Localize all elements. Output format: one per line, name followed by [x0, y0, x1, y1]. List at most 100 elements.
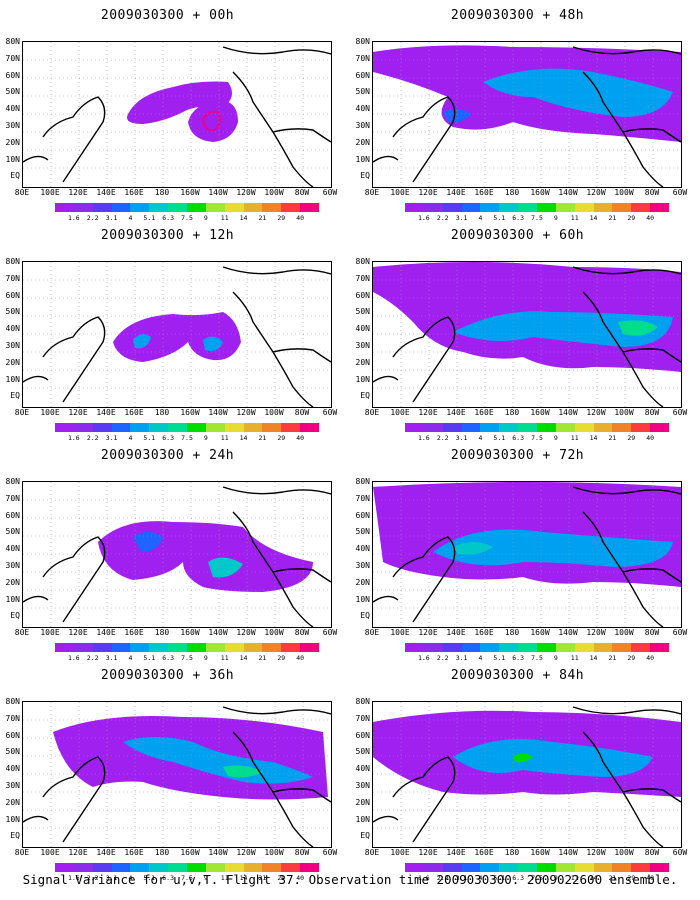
latitude-label: 70N — [5, 493, 20, 503]
colorbar-swatch — [650, 643, 670, 652]
longitude-label: 80E — [14, 628, 30, 637]
colorbar-swatch — [130, 643, 150, 652]
coastline — [272, 568, 331, 583]
colorbar-ticks: 1.6 2.2 3.1 4 5.1 6.3 7.5 9 11 14 21 29 40 — [405, 874, 669, 882]
colorbar-swatch — [130, 423, 150, 432]
coastline — [622, 128, 681, 143]
colorbar-swatch — [168, 203, 188, 212]
colorbar-level: 7.5 — [531, 214, 543, 222]
variance-map — [373, 702, 681, 847]
coastline — [373, 155, 399, 163]
latitude-label: 30N — [5, 341, 20, 350]
colorbar-swatch — [480, 643, 500, 652]
latitude-label: 20N — [5, 357, 20, 367]
colorbar-level: 4 — [128, 214, 133, 222]
longitude-label: 60W — [672, 848, 688, 857]
colorbar-swatch — [423, 203, 443, 212]
latitude-label: 70N — [5, 713, 20, 723]
longitude-label: 140E — [446, 848, 466, 857]
colorbar-level: 9 — [553, 214, 558, 222]
colorbar-level: 1.6 — [67, 874, 80, 882]
latitude-label: 80N — [355, 477, 370, 486]
colorbar-level: 7.5 — [531, 654, 543, 662]
colorbar-swatch — [461, 423, 481, 432]
longitude-label: 180 — [504, 188, 520, 197]
longitude-label: 140E — [96, 628, 116, 637]
coastline — [222, 266, 331, 275]
latitude-label: 80N — [5, 697, 20, 706]
longitude-axis: 80E 100E 120E 140E 160E 180 160W 140W 120W 100W 80… — [365, 408, 687, 418]
longitude-label: 140W — [208, 628, 228, 637]
latitude-label: 40N — [5, 104, 20, 114]
longitude-axis: 80E 100E 120E 140E 160E 180 160W 140W 120W 100W 80… — [15, 188, 337, 198]
colorbar-level: 11 — [570, 874, 579, 882]
longitude-label: 140E — [96, 408, 116, 417]
colorbar-swatch — [442, 423, 462, 432]
coastline — [622, 788, 681, 803]
colorbar-level: 29 — [627, 654, 636, 662]
colorbar-level: 7.5 — [181, 874, 193, 882]
longitude-label: 100E — [390, 408, 410, 417]
colorbar-swatch — [461, 203, 481, 212]
longitude-label: 120W — [586, 408, 606, 417]
longitude-label: 60W — [322, 408, 338, 417]
variance-map — [23, 482, 331, 627]
latitude-label: 30N — [355, 341, 370, 350]
panel-title: 2009030300 + 60h — [450, 228, 585, 243]
colorbar-level: 29 — [277, 654, 286, 662]
longitude-label: 100W — [264, 848, 284, 857]
longitude-label: 80E — [14, 848, 30, 857]
longitude-label: 160E — [474, 408, 494, 417]
latitude-label: 20N — [5, 797, 20, 807]
colorbar-level: 14 — [589, 434, 598, 442]
colorbar-level: 7.5 — [181, 654, 193, 662]
colorbar-swatch — [593, 423, 613, 432]
latitude-label: EQ — [360, 171, 370, 181]
coastline — [42, 536, 106, 623]
latitude-label: EQ — [360, 831, 370, 841]
latitude-label: 30N — [355, 121, 370, 130]
colorbar-level: 2.2 — [86, 434, 99, 442]
colorbar-swatch — [518, 643, 538, 652]
colorbar-level: 21 — [608, 654, 617, 662]
longitude-axis: 80E 100E 120E 140E 160E 180 160W 140W 120W 100W 80… — [365, 848, 687, 858]
colorbar-swatch — [187, 863, 206, 872]
colorbar-swatch — [300, 203, 320, 212]
colorbar-level: 4 — [128, 654, 133, 662]
longitude-label: 120E — [68, 628, 88, 637]
colorbar-swatch — [149, 863, 169, 872]
colorbar-level: 21 — [608, 874, 617, 882]
longitude-label: 80E — [364, 188, 380, 197]
latitude-label: 60N — [355, 290, 370, 300]
longitude-label: 160E — [124, 188, 144, 197]
latitude-label: 70N — [355, 273, 370, 283]
longitude-label: 80W — [294, 848, 310, 857]
forecast-panel: 2009030300 + 24h 80N 70N 60N 50N 40N 30N 20N 10N… — [0, 448, 338, 662]
variance-contour — [483, 68, 673, 117]
longitude-label: 180 — [504, 628, 520, 637]
colorbar-swatch — [243, 203, 263, 212]
latitude-label: EQ — [360, 391, 370, 401]
colorbar-level: 29 — [627, 434, 636, 442]
colorbar-level: 6.3 — [512, 214, 525, 222]
colorbar-level: 14 — [589, 214, 598, 222]
longitude-label: 140W — [558, 188, 578, 197]
latitude-label: 60N — [355, 730, 370, 740]
colorbar-level: 29 — [627, 214, 636, 222]
latitude-label: 80N — [355, 37, 370, 46]
map-area — [372, 701, 682, 848]
colorbar-level: 21 — [608, 214, 617, 222]
variance-contour — [208, 557, 243, 578]
longitude-label: 100E — [40, 408, 60, 417]
longitude-label: 180 — [504, 408, 520, 417]
longitude-label: 160W — [180, 408, 200, 417]
longitude-label: 120W — [236, 628, 256, 637]
longitude-label: 100E — [40, 628, 60, 637]
colorbar-level: 3.1 — [455, 214, 468, 222]
longitude-label: 100W — [614, 628, 634, 637]
longitude-label: 60W — [672, 408, 688, 417]
latitude-label: 80N — [355, 257, 370, 266]
longitude-label: 140E — [446, 188, 466, 197]
map-area — [22, 261, 332, 408]
colorbar-level: 29 — [277, 874, 286, 882]
